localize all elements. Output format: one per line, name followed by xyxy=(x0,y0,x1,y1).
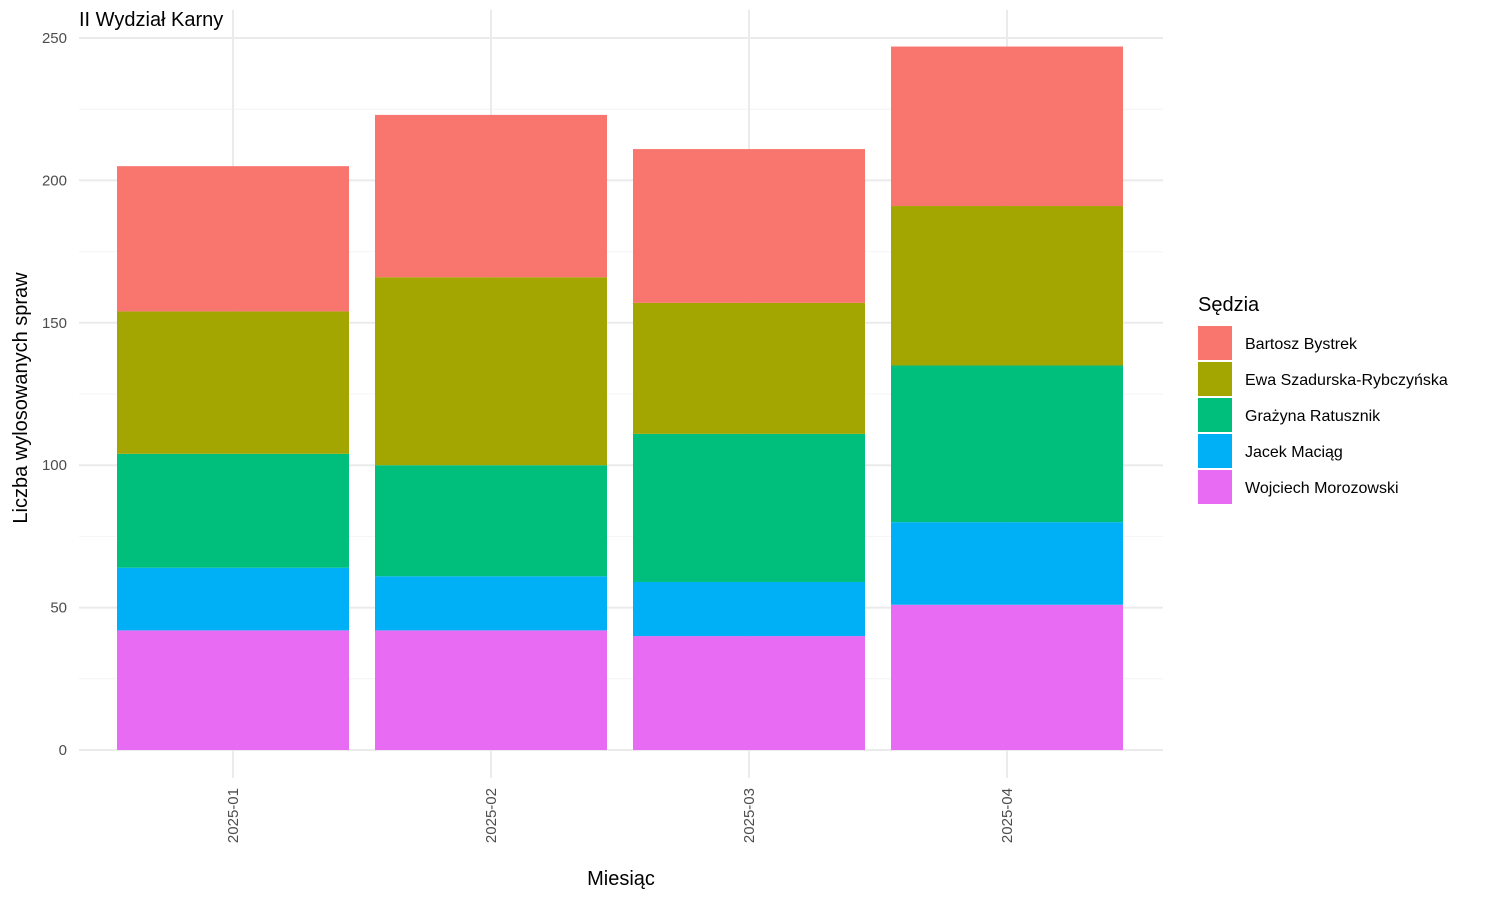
x-tick-label: 2025-02 xyxy=(483,788,500,843)
x-tick-label: 2025-01 xyxy=(225,788,242,843)
bar-segment xyxy=(117,453,349,568)
bar-segment xyxy=(375,277,607,466)
legend-label: Jacek Maciąg xyxy=(1245,444,1343,461)
bar-segment xyxy=(633,302,865,434)
legend-label: Wojciech Morozowski xyxy=(1245,480,1399,497)
y-axis: 0 50 100 150 200 250 xyxy=(42,30,67,759)
bar-segment xyxy=(117,311,349,454)
bar-segment xyxy=(633,581,865,637)
y-tick-label: 150 xyxy=(42,315,67,332)
bar-segment xyxy=(117,630,349,750)
x-tick-label: 2025-03 xyxy=(741,788,758,843)
bar-segment xyxy=(891,604,1123,750)
legend-key xyxy=(1198,362,1232,396)
bar-segment xyxy=(633,149,865,303)
bar-segment xyxy=(375,114,607,278)
bar-segment xyxy=(375,630,607,750)
bar-segment xyxy=(375,465,607,577)
legend-label: Grażyna Ratusznik xyxy=(1245,408,1381,425)
y-tick-label: 200 xyxy=(42,172,67,189)
y-tick-label: 0 xyxy=(59,742,67,759)
legend-key xyxy=(1198,470,1232,504)
y-tick-label: 100 xyxy=(42,457,67,474)
bar-segment xyxy=(891,46,1123,207)
x-axis-title: Miesiąc xyxy=(587,868,655,890)
bar-segment xyxy=(633,433,865,582)
chart-title: II Wydział Karny xyxy=(79,9,223,31)
bar-segment xyxy=(633,636,865,750)
bar-segment xyxy=(891,206,1123,366)
bars-layer xyxy=(117,46,1123,750)
bar-segment xyxy=(375,576,607,631)
y-tick-label: 250 xyxy=(42,30,67,47)
bar-segment xyxy=(891,365,1123,523)
legend-key xyxy=(1198,326,1232,360)
legend-label: Bartosz Bystrek xyxy=(1245,336,1358,353)
y-axis-title: Liczba wylosowanych spraw xyxy=(10,272,32,524)
legend-title: Sędzia xyxy=(1198,294,1260,316)
legend-key xyxy=(1198,398,1232,432)
legend-label: Ewa Szadurska-Rybczyńska xyxy=(1245,372,1448,389)
x-axis: 2025-01 2025-02 2025-03 2025-04 xyxy=(225,788,1016,843)
x-tick-label: 2025-04 xyxy=(999,788,1016,843)
bar-segment xyxy=(117,567,349,631)
legend: Sędzia Bartosz Bystrek Ewa Szadurska-Rybc… xyxy=(1198,294,1448,504)
legend-key xyxy=(1198,434,1232,468)
y-tick-label: 50 xyxy=(50,600,67,617)
bar-segment xyxy=(117,166,349,312)
bar-segment xyxy=(891,522,1123,605)
